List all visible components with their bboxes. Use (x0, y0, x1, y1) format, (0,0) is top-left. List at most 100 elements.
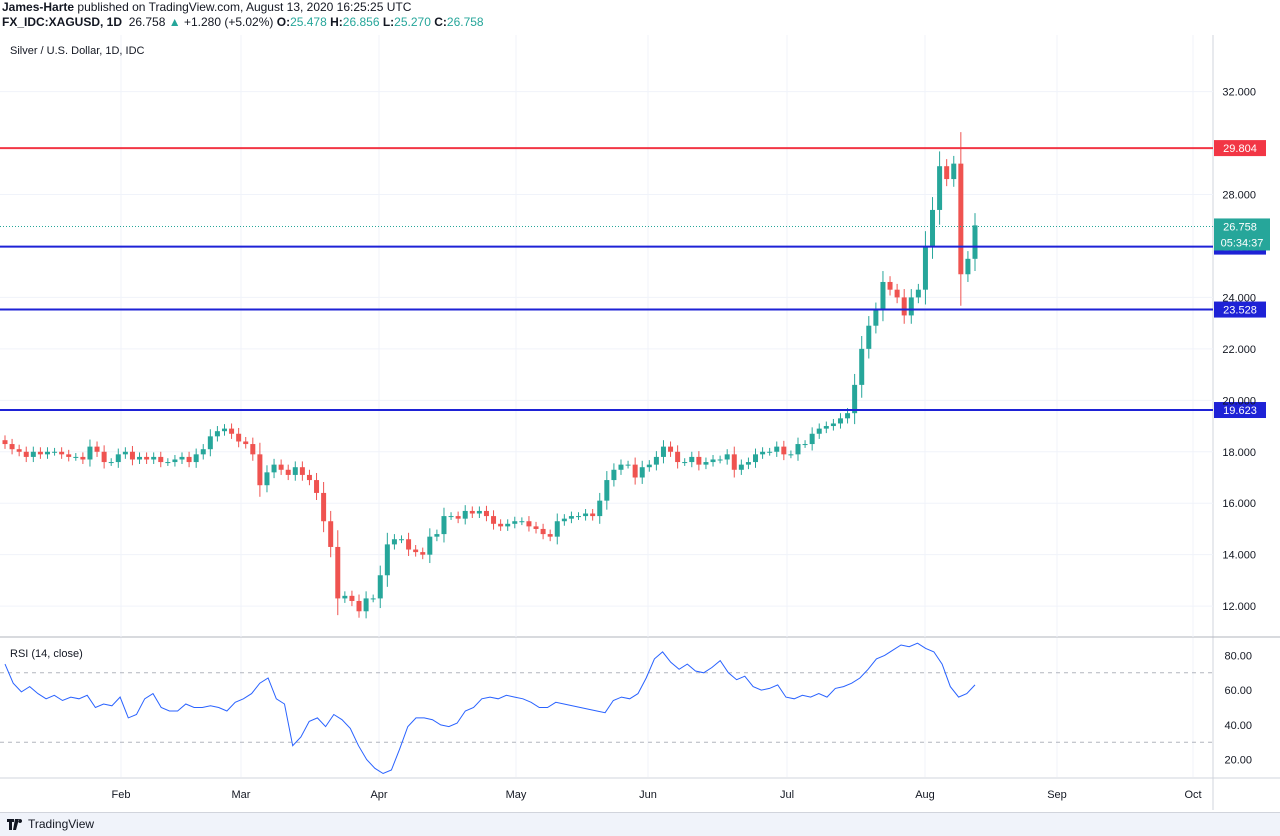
candle-body (653, 456, 659, 465)
candle-body (597, 500, 603, 517)
candle-body (576, 516, 582, 518)
candle (200, 444, 206, 460)
candle (80, 452, 86, 464)
low-label: L: (382, 15, 395, 29)
candle-body (94, 446, 100, 452)
candle-body (837, 418, 843, 424)
close-value: 26.758 (446, 15, 484, 29)
candle-body (483, 510, 489, 517)
candle (590, 509, 596, 521)
price-tick-label: 20.000 (1222, 395, 1256, 407)
price-tick-label: 22.000 (1222, 344, 1256, 356)
candle (958, 132, 964, 306)
candle (299, 461, 305, 481)
candle (335, 530, 341, 616)
candle-body (200, 449, 206, 455)
candle-body (370, 598, 376, 600)
candle (455, 511, 461, 524)
candle (52, 447, 58, 456)
price-tick-label: 12.000 (1222, 601, 1256, 613)
candle-body (292, 467, 298, 475)
candle (639, 460, 645, 484)
candle-body (172, 459, 178, 463)
candle-body (151, 456, 157, 460)
candle (66, 449, 72, 462)
candle-body (271, 464, 277, 473)
candle-body (915, 289, 921, 298)
published-text: published on TradingView.com, August 13,… (77, 0, 412, 14)
price-tick-label: 28.000 (1222, 190, 1256, 202)
candle (533, 521, 539, 534)
candle-body (816, 428, 822, 434)
candle-body (491, 516, 497, 524)
candle-body (9, 444, 15, 450)
candle (668, 441, 674, 457)
rsi-tick-label: 40.00 (1224, 720, 1252, 732)
candle (469, 506, 475, 519)
price-tick-label: 16.000 (1222, 498, 1256, 510)
candle (937, 151, 943, 225)
candle-body (717, 459, 723, 461)
candle-body (101, 451, 107, 463)
candle (101, 445, 107, 469)
candle-body (158, 456, 164, 463)
candle (2, 435, 8, 449)
chart-grid (0, 35, 1280, 810)
candle-body (455, 516, 461, 519)
candle (221, 424, 227, 436)
candle (767, 447, 773, 456)
level-price-tag (1214, 140, 1266, 157)
candle (660, 440, 666, 464)
candle (108, 458, 114, 466)
candle (873, 302, 879, 334)
candle (625, 460, 631, 469)
candle (526, 516, 532, 532)
candle (328, 510, 334, 558)
candle (498, 519, 504, 531)
candle-body (278, 464, 284, 470)
candle (129, 445, 135, 466)
last-price-label: 26.758 (1223, 221, 1257, 233)
candle-body (448, 516, 454, 518)
candle (271, 458, 277, 479)
candle-body (73, 456, 79, 458)
candle-body (788, 454, 794, 456)
candle-body (894, 289, 900, 298)
candle-body (16, 449, 22, 452)
candle-body (236, 433, 242, 442)
candle (413, 545, 419, 557)
candle-body (462, 510, 468, 519)
candle (285, 464, 291, 481)
candle (972, 213, 978, 272)
candle (264, 465, 270, 493)
candle-body (519, 521, 525, 523)
candle (880, 271, 886, 322)
candle-body (618, 464, 624, 470)
time-tick-label: Mar (232, 789, 251, 801)
tradingview-logo-icon[interactable] (6, 817, 24, 831)
candle-body (498, 523, 504, 527)
candle-body (675, 451, 681, 463)
candle-body (391, 539, 397, 545)
rsi-tick-label: 80.00 (1224, 650, 1252, 662)
author-name[interactable]: James-Harte (2, 0, 75, 14)
candle-body (264, 472, 270, 486)
candle-body (745, 462, 751, 465)
candle-body (845, 413, 851, 419)
candle (179, 452, 185, 464)
candle-body (115, 454, 121, 463)
candle-body (547, 534, 553, 537)
open-value: 25.478 (290, 15, 327, 29)
rsi-pane: 20.00 40.00 60.00 80.00 (0, 642, 1252, 775)
candle (391, 534, 397, 550)
candle-body (129, 451, 135, 460)
candle-body (441, 516, 447, 535)
candle-body (66, 454, 72, 457)
candle-body (866, 325, 872, 349)
candle-body (398, 539, 404, 541)
candle (483, 505, 489, 522)
candle (795, 437, 801, 461)
candle (915, 283, 921, 304)
candle (94, 441, 100, 457)
